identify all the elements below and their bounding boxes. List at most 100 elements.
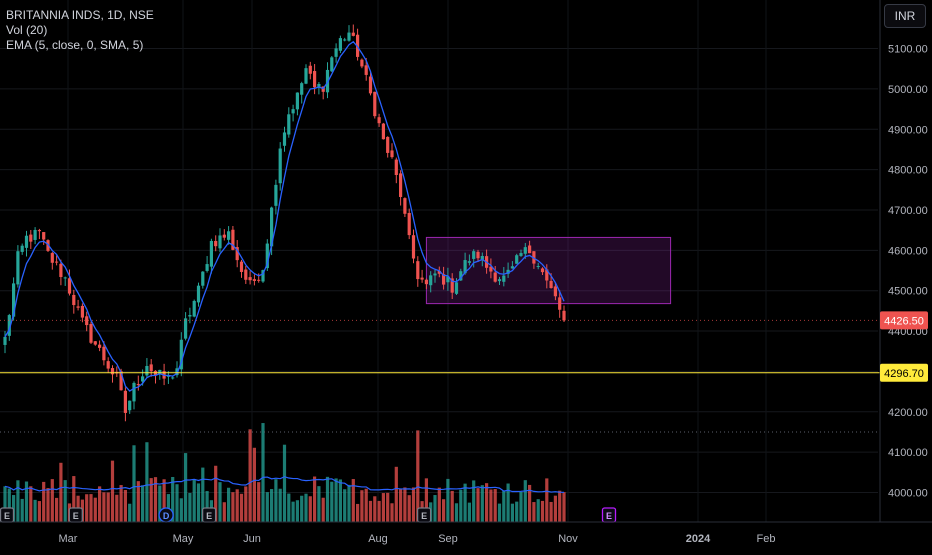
candle-body <box>128 400 132 411</box>
volume-ma-line <box>4 476 565 494</box>
candle-body <box>218 235 222 249</box>
candle-body <box>510 266 514 269</box>
candle-body <box>429 275 433 286</box>
candle-body <box>399 173 403 197</box>
volume-bar <box>549 501 553 522</box>
candle-body <box>171 377 175 379</box>
volume-bar <box>248 429 252 522</box>
volume-bar <box>123 490 127 522</box>
candle-body <box>291 109 295 114</box>
volume-bar <box>98 486 102 522</box>
currency-button[interactable]: INR <box>884 4 926 28</box>
candle-body <box>119 371 123 391</box>
candle-body <box>141 376 145 382</box>
volume-bar <box>158 485 162 522</box>
y-tick-label: 4900.00 <box>888 124 928 136</box>
volume-bar <box>93 497 97 522</box>
volume-bar <box>50 479 54 522</box>
volume-bar <box>59 462 63 522</box>
volume-bar <box>29 486 33 522</box>
candle-body <box>136 384 140 386</box>
symbol-title[interactable]: BRITANNIA INDS, 1D, NSE <box>6 8 154 22</box>
candle-body <box>360 59 364 67</box>
volume-bars <box>3 423 566 522</box>
volume-bar <box>171 476 175 522</box>
volume-bar <box>403 487 407 522</box>
ema-line <box>4 40 565 392</box>
volume-bar <box>106 492 110 522</box>
volume-bar <box>343 489 347 522</box>
level-price-label: 4296.70 <box>884 368 924 380</box>
volume-bar <box>282 444 287 522</box>
candle-body <box>386 136 390 153</box>
candle-body <box>295 92 299 110</box>
volume-indicator-label[interactable]: Vol (20) <box>6 23 48 37</box>
candle-body <box>347 32 351 41</box>
volume-bar <box>347 484 351 522</box>
candle-body <box>343 39 347 41</box>
volume-bar <box>85 494 89 522</box>
volume-bar <box>231 492 235 522</box>
volume-bar <box>562 492 566 522</box>
volume-bar <box>201 467 205 522</box>
volume-bar <box>222 502 226 522</box>
volume-bar <box>330 481 334 522</box>
event-marker-label: E <box>4 511 10 521</box>
volume-bar <box>110 460 115 522</box>
volume-bar <box>235 489 239 522</box>
candle-body <box>222 234 226 238</box>
candle-body <box>459 271 463 281</box>
candle-body <box>553 286 557 297</box>
volume-bar <box>472 480 476 522</box>
candle-body <box>231 229 235 250</box>
volume-bar <box>459 489 463 522</box>
candle-body <box>446 276 450 283</box>
volume-bar <box>368 500 373 522</box>
y-tick-label: 4100.00 <box>888 447 928 459</box>
x-tick-label: 2024 <box>686 533 711 545</box>
event-marker-label: E <box>206 511 212 521</box>
volume-bar <box>532 502 536 522</box>
event-marker-label: E <box>73 511 79 521</box>
candle-body <box>545 269 549 281</box>
grid <box>0 0 878 522</box>
candle-body <box>394 159 398 175</box>
candle-body <box>442 274 446 285</box>
volume-bar <box>270 489 274 522</box>
candle-body <box>562 310 566 321</box>
candle-body <box>214 240 218 247</box>
volume-bar <box>321 497 325 522</box>
volume-bar <box>480 485 484 522</box>
candle-body <box>85 316 89 326</box>
x-tick-label: Nov <box>558 533 578 545</box>
volume-bar <box>205 491 209 522</box>
volume-bar <box>24 481 29 522</box>
candle-body <box>364 65 368 75</box>
volume-bar <box>545 478 549 522</box>
volume-bar <box>227 487 231 522</box>
candle-body <box>16 251 20 285</box>
volume-bar <box>149 478 153 522</box>
ema-indicator-label[interactable]: EMA (5, close, 0, SMA, 5) <box>6 38 144 52</box>
candle-body <box>424 279 428 285</box>
volume-bar <box>214 465 218 522</box>
event-marker-label: D <box>163 511 170 521</box>
volume-bar <box>394 466 398 522</box>
candle-body <box>132 382 136 402</box>
candle-body <box>480 256 484 260</box>
candle-body <box>37 230 41 232</box>
candle-body <box>493 272 497 282</box>
x-tick-label: Aug <box>368 533 388 545</box>
candle-body <box>278 148 282 184</box>
candle-body <box>209 240 213 267</box>
volume-bar <box>162 479 166 522</box>
range-rectangle-drawing[interactable] <box>425 236 672 305</box>
candle-body <box>450 278 454 293</box>
volume-bar <box>540 500 545 522</box>
volume-bar <box>115 494 119 522</box>
candle-body <box>270 207 274 247</box>
candle-body <box>33 229 37 240</box>
candle-body <box>110 368 115 375</box>
